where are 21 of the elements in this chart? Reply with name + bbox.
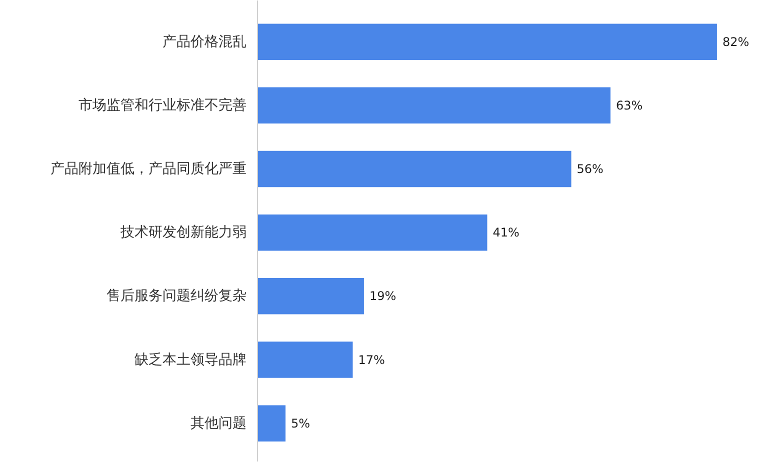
data-label: 56% bbox=[576, 162, 604, 176]
y-tick-label: 售后服务问题纠纷复杂 bbox=[106, 288, 246, 304]
bar bbox=[258, 405, 286, 442]
bar bbox=[258, 150, 572, 188]
y-tick-label: 其他问题 bbox=[190, 415, 246, 432]
data-label: 41% bbox=[492, 226, 520, 240]
y-tick-label: 技术研发创新能力弱 bbox=[120, 224, 246, 241]
data-label: 19% bbox=[369, 289, 396, 304]
bar bbox=[258, 214, 488, 251]
data-label: 5% bbox=[291, 416, 310, 430]
bar bbox=[258, 278, 364, 314]
data-label: 17% bbox=[358, 352, 385, 367]
bar bbox=[258, 24, 717, 60]
data-label: 82% bbox=[722, 34, 750, 49]
bar bbox=[258, 87, 610, 124]
y-tick-label: 市场监管和行业标准不完善 bbox=[78, 96, 246, 114]
data-label: 63% bbox=[616, 98, 643, 112]
y-tick-label: 产品附加值低，产品同质化严重 bbox=[50, 161, 246, 178]
y-tick-label: 缺乏本土领导品牌 bbox=[134, 352, 246, 368]
y-tick-label: 产品价格混乱 bbox=[162, 34, 246, 50]
bar bbox=[258, 342, 353, 378]
